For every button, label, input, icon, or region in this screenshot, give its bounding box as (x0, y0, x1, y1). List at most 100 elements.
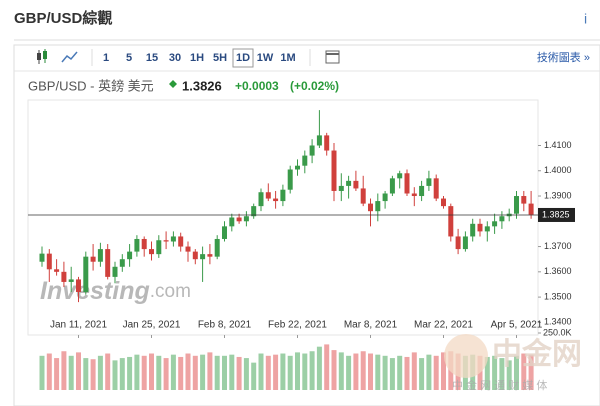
volume-bar (170, 354, 176, 390)
volume-bar (76, 352, 81, 390)
candle-body (273, 198, 279, 202)
watermark-brand: Investing (40, 277, 150, 305)
candle-body (316, 135, 322, 146)
candle-body (295, 165, 300, 170)
candle-body (484, 226, 490, 232)
candle-body (134, 238, 140, 252)
candle-body (222, 226, 227, 239)
volume-bar (185, 353, 191, 390)
technical-link[interactable]: 技術圖表 » (537, 50, 590, 64)
candle-body (236, 217, 242, 222)
volume-bar (258, 353, 264, 390)
candle-body (149, 249, 154, 255)
candle-body (324, 135, 330, 151)
interval-button[interactable]: 1D (236, 52, 250, 64)
last-price-box (538, 207, 575, 222)
candle-body (419, 185, 425, 197)
volume-bar (484, 356, 490, 390)
x-tick-label: Mar 8, 2021 (344, 320, 398, 331)
y-tick-label: 1.4100 (544, 140, 572, 150)
interval-button[interactable]: 1M (280, 52, 295, 64)
candle-body (185, 246, 191, 252)
candle-body (229, 217, 235, 227)
candle-body (90, 256, 96, 262)
candle-body (309, 145, 315, 156)
interval-button[interactable]: 15 (146, 52, 158, 64)
volume-bar (521, 353, 527, 390)
volume-bar (229, 354, 235, 390)
candle-body (214, 238, 220, 257)
volume-bar (397, 355, 403, 390)
volume-bar (528, 354, 534, 390)
candle-body (287, 169, 293, 190)
y-tick-label: 1.3700 (544, 241, 572, 251)
volume-bar (265, 355, 271, 390)
candle-body (68, 279, 74, 282)
candle-body (207, 254, 213, 257)
interval-button[interactable]: 1H (190, 52, 204, 64)
volume-bar (149, 353, 154, 390)
candle-body (426, 178, 432, 186)
candle-body (192, 251, 198, 260)
price: 1.3826 (182, 78, 222, 93)
candle-body (119, 259, 125, 267)
y-tick-label: 1.3600 (544, 266, 572, 276)
candle-body (477, 223, 483, 232)
volume-bar (389, 358, 395, 390)
volume-bar (426, 354, 432, 390)
info-button[interactable]: i (584, 11, 587, 27)
volume-bar (404, 356, 410, 390)
volume-bar (90, 359, 96, 390)
volume-bar (346, 355, 352, 390)
volume-bar (200, 354, 206, 390)
x-tick-label: Mar 22, 2021 (414, 320, 473, 331)
volume-bar (163, 358, 169, 390)
volume-bar (251, 362, 257, 390)
x-tick-label: Feb 22, 2021 (268, 320, 327, 331)
candle-body (346, 180, 352, 186)
volume-bar (156, 355, 162, 390)
candle-body (141, 238, 147, 250)
candle-body (528, 203, 534, 215)
volume-bar (309, 351, 315, 390)
volume-bar (39, 355, 45, 390)
interval-button[interactable]: 1W (257, 52, 274, 64)
interval-button[interactable]: 30 (169, 52, 181, 64)
volume-bar (280, 353, 286, 390)
x-tick-label: Jan 25, 2021 (123, 320, 181, 331)
x-tick-label: Apr 5, 2021 (491, 320, 543, 331)
volume-bar (499, 358, 505, 390)
candle-body (61, 271, 67, 282)
volume-bar (506, 360, 512, 390)
volume-bar (411, 352, 417, 390)
active-interval-box (232, 48, 254, 68)
candle-body (105, 249, 111, 277)
volume-bar (119, 358, 125, 390)
volume-bar (192, 355, 198, 390)
candle-body (389, 178, 395, 194)
candle-body (127, 251, 133, 260)
candle-body (338, 185, 344, 191)
title: GBP/USD綜觀 (14, 9, 112, 27)
volume-bar (61, 351, 67, 390)
candle-icon[interactable] (37, 49, 47, 64)
line-icon[interactable] (61, 51, 78, 63)
volume-bar (127, 356, 133, 390)
calendar-icon[interactable] (325, 50, 340, 64)
candle-body (39, 253, 45, 262)
candle-body (265, 192, 271, 199)
y-tick-label: 1.4000 (544, 165, 572, 175)
volume-bar (83, 358, 89, 390)
interval-button[interactable]: 1 (103, 52, 109, 64)
interval-button[interactable]: 5H (213, 52, 227, 64)
volume-bar (141, 355, 147, 390)
watermark: Investing.com (40, 277, 191, 305)
volume-bar (492, 355, 498, 390)
candle-body (441, 198, 446, 207)
volume-bar (360, 351, 366, 390)
candle-body (492, 221, 498, 227)
volume-bar (46, 353, 52, 390)
volume-bar (236, 356, 242, 390)
interval-button[interactable]: 5 (126, 52, 132, 64)
